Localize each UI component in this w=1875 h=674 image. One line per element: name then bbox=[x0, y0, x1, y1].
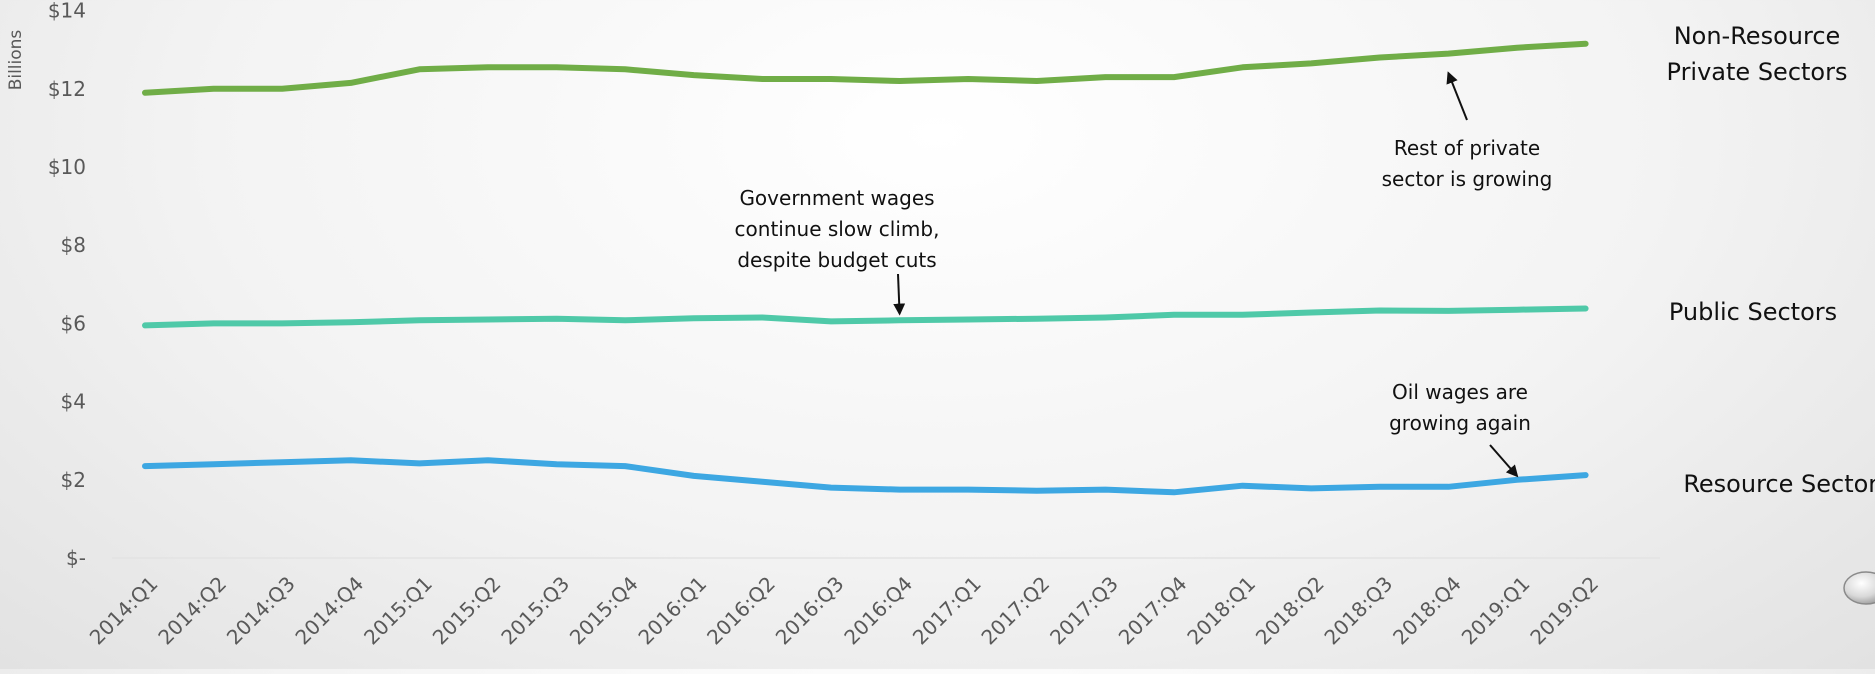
y-axis-label: Billions bbox=[6, 30, 26, 91]
slide-nav-orb bbox=[1843, 571, 1875, 605]
annotation-text: Oil wages are bbox=[1392, 380, 1528, 404]
x-tick-label: 2018:Q2 bbox=[1251, 572, 1329, 650]
x-tick-label: 2015:Q1 bbox=[359, 572, 437, 650]
annotation-arrow bbox=[1489, 444, 1519, 478]
x-tick-label: 2014:Q3 bbox=[222, 572, 300, 650]
x-tick-label: 2014:Q2 bbox=[153, 572, 231, 650]
x-tick-label: 2017:Q4 bbox=[1114, 572, 1192, 650]
y-tick-label: $14 bbox=[48, 0, 86, 23]
x-tick-label: 2019:Q2 bbox=[1525, 572, 1603, 650]
series-line bbox=[142, 305, 1589, 329]
y-tick-label: $6 bbox=[61, 311, 86, 335]
series-label: Non-Resource bbox=[1674, 22, 1841, 50]
y-tick-label: $10 bbox=[48, 155, 86, 179]
y-tick-label: $- bbox=[66, 546, 86, 570]
x-tick-label: 2015:Q2 bbox=[428, 572, 506, 650]
series-label: Private Sectors bbox=[1667, 58, 1848, 86]
x-tick-label: 2016:Q4 bbox=[839, 572, 917, 650]
annotation-text: continue slow climb, bbox=[735, 217, 940, 241]
x-tick-label: 2017:Q3 bbox=[1045, 572, 1123, 650]
x-tick-label: 2014:Q4 bbox=[290, 572, 368, 650]
x-tick-label: 2017:Q2 bbox=[976, 572, 1054, 650]
x-tick-label: 2016:Q1 bbox=[633, 572, 711, 650]
series-label: Resource Sectors bbox=[1683, 470, 1875, 498]
y-tick-label: $4 bbox=[61, 390, 86, 414]
x-tick-label: 2015:Q3 bbox=[496, 572, 574, 650]
annotation-arrow bbox=[893, 273, 906, 316]
annotation-text: Government wages bbox=[739, 186, 934, 210]
x-tick-label: 2018:Q3 bbox=[1319, 572, 1397, 650]
series-label: Public Sectors bbox=[1669, 298, 1837, 326]
series-line bbox=[142, 457, 1589, 496]
annotation-text: despite budget cuts bbox=[737, 248, 936, 272]
y-tick-label: $12 bbox=[48, 77, 86, 101]
annotation-arrow bbox=[1446, 71, 1468, 121]
x-tick-label: 2016:Q3 bbox=[771, 572, 849, 650]
x-tick-label: 2014:Q1 bbox=[85, 572, 163, 650]
x-tick-label: 2017:Q1 bbox=[908, 572, 986, 650]
y-tick-label: $2 bbox=[61, 468, 86, 492]
annotation-text: growing again bbox=[1389, 411, 1531, 435]
x-tick-label: 2016:Q2 bbox=[702, 572, 780, 650]
annotation-text: Rest of private bbox=[1394, 136, 1540, 160]
y-tick-label: $8 bbox=[61, 233, 86, 257]
x-tick-label: 2018:Q1 bbox=[1182, 572, 1260, 650]
series-line bbox=[142, 40, 1589, 96]
annotation-text: sector is growing bbox=[1382, 167, 1553, 191]
x-tick-label: 2015:Q4 bbox=[565, 572, 643, 650]
x-tick-label: 2018:Q4 bbox=[1388, 572, 1466, 650]
x-tick-label: 2019:Q1 bbox=[1457, 572, 1535, 650]
